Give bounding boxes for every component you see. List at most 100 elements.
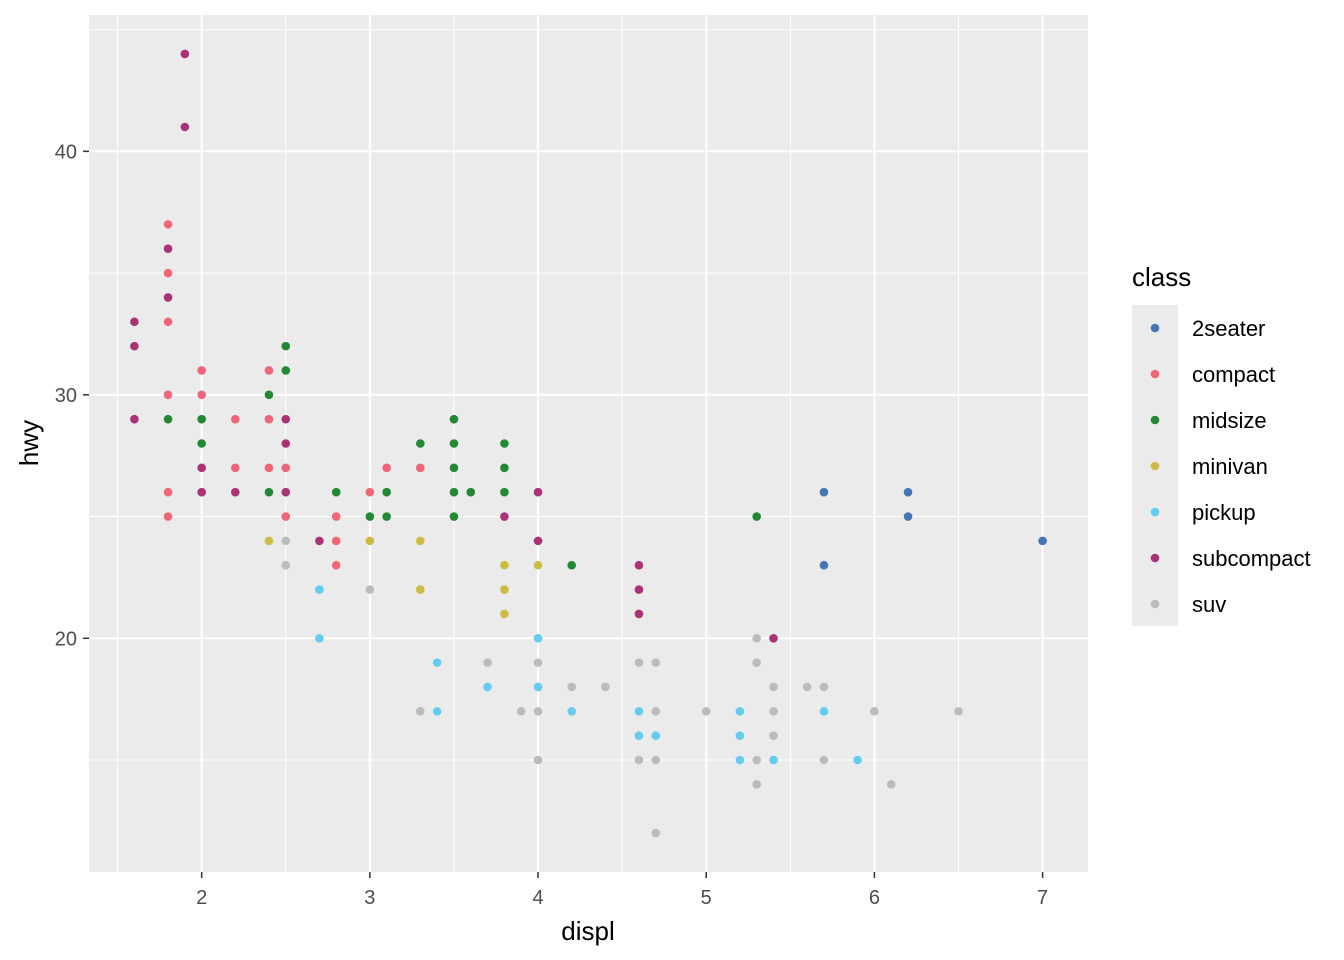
point-midsize — [500, 439, 509, 448]
point-subcompact — [130, 317, 139, 327]
legend-label-compact: compact — [1192, 362, 1275, 387]
y-axis-title: hwy — [14, 420, 44, 466]
point-compact — [382, 463, 391, 473]
point-suv — [651, 828, 661, 838]
point-subcompact — [163, 244, 173, 254]
point-suv — [752, 658, 761, 667]
point-midsize — [163, 414, 173, 424]
point-suv — [416, 707, 425, 716]
point-subcompact — [163, 293, 173, 302]
point-subcompact — [315, 536, 324, 546]
point-suv — [954, 707, 963, 716]
point-midsize — [416, 439, 425, 448]
point-suv — [870, 707, 879, 716]
point-midsize — [264, 390, 274, 400]
point-pickup — [483, 682, 492, 692]
point-suv — [281, 560, 291, 570]
point-suv — [701, 707, 711, 716]
point-subcompact — [130, 341, 139, 351]
point-compact — [231, 414, 240, 424]
legend-label-pickup: pickup — [1192, 500, 1256, 525]
point-subcompact — [533, 487, 543, 497]
point-pickup — [769, 755, 778, 765]
point-compact — [281, 512, 291, 521]
x-tick-label: 3 — [364, 887, 375, 909]
y-tick-label: 20 — [55, 628, 77, 650]
point-subcompact — [281, 439, 291, 448]
point-compact — [331, 512, 341, 521]
point-suv — [752, 780, 761, 789]
point-suv — [651, 707, 661, 716]
x-tick-label: 5 — [701, 887, 712, 909]
point-midsize — [197, 414, 206, 424]
point-minivan — [500, 560, 509, 570]
y-tick-label: 30 — [55, 385, 77, 407]
point-pickup — [567, 707, 576, 716]
point-suv — [819, 755, 829, 765]
x-tick-label: 4 — [532, 887, 543, 909]
x-tick-label: 7 — [1037, 887, 1048, 909]
point-midsize — [281, 366, 291, 375]
legend-key-suv — [1150, 599, 1160, 609]
point-pickup — [634, 731, 644, 740]
point-subcompact — [769, 633, 778, 643]
point-compact — [163, 390, 173, 400]
point-pickup — [819, 707, 829, 716]
point-compact — [331, 536, 341, 546]
point-compact — [264, 414, 274, 424]
point-midsize — [281, 341, 291, 351]
point-subcompact — [180, 49, 190, 59]
point-compact — [163, 268, 173, 278]
point-2seater — [819, 487, 829, 497]
point-pickup — [432, 707, 442, 716]
point-suv — [802, 682, 812, 692]
point-pickup — [651, 731, 661, 740]
point-compact — [281, 463, 291, 473]
plot-panel — [89, 15, 1088, 872]
major-gridlines — [89, 15, 1088, 872]
point-2seater — [1038, 536, 1047, 546]
point-pickup — [735, 731, 745, 740]
point-subcompact — [500, 512, 509, 521]
x-tick-label: 2 — [196, 887, 207, 909]
point-subcompact — [197, 487, 206, 497]
legend-label-2seater: 2seater — [1192, 316, 1265, 341]
point-suv — [886, 780, 896, 789]
legend-key-pickup — [1150, 507, 1160, 517]
point-compact — [163, 220, 173, 229]
point-subcompact — [533, 536, 543, 546]
point-suv — [533, 658, 543, 667]
point-compact — [163, 512, 173, 521]
point-suv — [752, 755, 761, 765]
point-midsize — [752, 512, 761, 521]
point-midsize — [365, 512, 375, 521]
point-compact — [416, 463, 425, 473]
point-pickup — [853, 755, 862, 765]
point-pickup — [432, 658, 442, 667]
minor-gridlines — [89, 15, 1088, 872]
point-pickup — [634, 707, 644, 716]
legend-title: class — [1132, 262, 1191, 292]
point-minivan — [533, 560, 543, 570]
point-subcompact — [634, 560, 644, 570]
point-pickup — [533, 682, 543, 692]
point-suv — [533, 707, 543, 716]
legend-key-2seater — [1150, 323, 1160, 333]
point-suv — [769, 682, 778, 692]
point-suv — [769, 731, 778, 740]
point-midsize — [567, 560, 576, 570]
point-suv — [752, 633, 761, 643]
point-midsize — [500, 463, 509, 473]
point-2seater — [903, 487, 913, 497]
point-minivan — [416, 536, 425, 546]
point-compact — [163, 487, 173, 497]
legend-key-compact — [1150, 369, 1160, 379]
point-minivan — [264, 536, 274, 546]
point-suv — [567, 682, 576, 692]
point-compact — [231, 463, 240, 473]
point-minivan — [500, 609, 509, 619]
data-points — [130, 49, 1047, 838]
legend-key-minivan — [1150, 461, 1160, 471]
point-suv — [281, 536, 291, 546]
